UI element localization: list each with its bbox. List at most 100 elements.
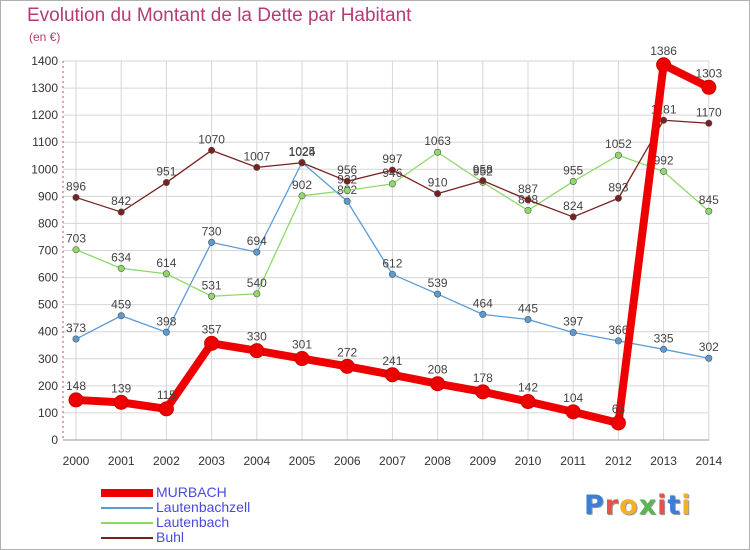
x-tick-label: 2009 — [469, 454, 496, 468]
data-label: 842 — [111, 194, 131, 208]
data-point — [117, 208, 125, 216]
data-point — [208, 146, 216, 154]
legend-label: MURBACH — [156, 484, 227, 500]
legend-swatch — [101, 522, 153, 524]
x-tick-label: 2000 — [63, 454, 90, 468]
logo-letter: i — [681, 490, 692, 521]
data-label: 539 — [428, 276, 448, 290]
data-label: 703 — [66, 232, 86, 246]
data-point — [569, 177, 577, 185]
logo-letter: P — [584, 490, 605, 521]
data-point — [298, 159, 306, 167]
data-label: 955 — [563, 163, 583, 177]
y-tick-label: 1200 — [31, 108, 58, 122]
legend-swatch — [101, 537, 153, 539]
data-point — [343, 197, 351, 205]
y-tick-label: 1400 — [31, 54, 58, 68]
data-label: 208 — [428, 363, 448, 377]
data-point — [524, 206, 532, 214]
data-label: 178 — [473, 371, 493, 385]
y-tick-label: 1000 — [31, 162, 58, 176]
data-point — [72, 193, 80, 201]
chart-title: Evolution du Montant de la Dette par Hab… — [27, 5, 412, 26]
data-point — [701, 79, 717, 95]
data-label: 958 — [473, 163, 493, 177]
y-tick-label: 1300 — [31, 81, 58, 95]
logo-letter: x — [638, 490, 658, 521]
data-label: 104 — [563, 391, 583, 405]
data-point — [249, 343, 265, 359]
data-label: 63 — [612, 402, 626, 416]
data-label: 115 — [157, 388, 176, 402]
legend-label: Lautenbachzell — [156, 499, 251, 515]
data-point — [343, 186, 351, 194]
data-point — [388, 180, 396, 188]
data-point — [253, 290, 261, 298]
data-point — [339, 358, 355, 374]
data-label: 896 — [66, 179, 86, 193]
data-label: 1052 — [605, 137, 632, 151]
legend-swatch — [101, 507, 153, 509]
data-point — [113, 394, 129, 410]
data-point — [162, 328, 170, 336]
data-label: 845 — [699, 193, 719, 207]
data-label: 1063 — [424, 134, 451, 148]
y-tick-label: 700 — [38, 244, 58, 258]
data-label: 1024 — [289, 145, 316, 159]
data-point — [565, 404, 581, 420]
data-point — [208, 292, 216, 300]
data-point — [434, 190, 442, 198]
data-label: 614 — [156, 256, 176, 270]
data-label: 302 — [699, 340, 719, 354]
y-tick-label: 1100 — [32, 135, 58, 149]
x-tick-label: 2002 — [153, 454, 180, 468]
unit-label: (en €) — [29, 30, 61, 44]
data-label: 910 — [428, 176, 448, 190]
data-point — [705, 207, 713, 215]
legend-label: Lautenbach — [156, 514, 230, 530]
logo-letter: r — [604, 490, 620, 521]
data-label: 952 — [473, 164, 493, 178]
data-label: 1025 — [289, 145, 316, 159]
y-tick-label: 300 — [38, 352, 58, 366]
data-label: 1386 — [650, 44, 677, 58]
data-point — [294, 351, 310, 367]
y-tick-label: 500 — [38, 298, 58, 312]
data-point — [384, 367, 400, 383]
data-point — [72, 335, 80, 343]
data-label: 902 — [292, 178, 312, 192]
data-point — [117, 312, 125, 320]
data-label: 893 — [608, 180, 628, 194]
data-point — [162, 270, 170, 278]
data-label: 398 — [156, 314, 176, 328]
data-point — [388, 166, 396, 174]
data-point — [208, 238, 216, 246]
data-point — [475, 384, 491, 400]
data-label: 540 — [247, 276, 267, 290]
data-point — [253, 163, 261, 171]
data-point — [660, 116, 668, 124]
data-label: 1070 — [198, 132, 225, 146]
data-point — [72, 246, 80, 254]
logo-letter: i — [657, 490, 668, 521]
data-point — [479, 177, 487, 185]
data-label: 730 — [202, 224, 222, 238]
data-point — [614, 151, 622, 159]
data-point — [158, 401, 174, 417]
data-label: 366 — [608, 323, 628, 337]
data-label: 634 — [111, 250, 131, 264]
x-tick-label: 2003 — [198, 454, 225, 468]
proxiti-logo: Proxiti — [584, 490, 692, 521]
y-tick-label: 400 — [38, 325, 58, 339]
data-label: 956 — [337, 163, 357, 177]
data-point — [660, 167, 668, 175]
x-tick-label: 2013 — [650, 454, 677, 468]
data-point — [705, 119, 713, 127]
x-tick-label: 2006 — [334, 454, 361, 468]
data-point — [162, 179, 170, 187]
x-tick-label: 2001 — [108, 454, 135, 468]
data-point — [660, 345, 668, 353]
data-label: 142 — [518, 381, 538, 395]
data-point — [524, 316, 532, 324]
